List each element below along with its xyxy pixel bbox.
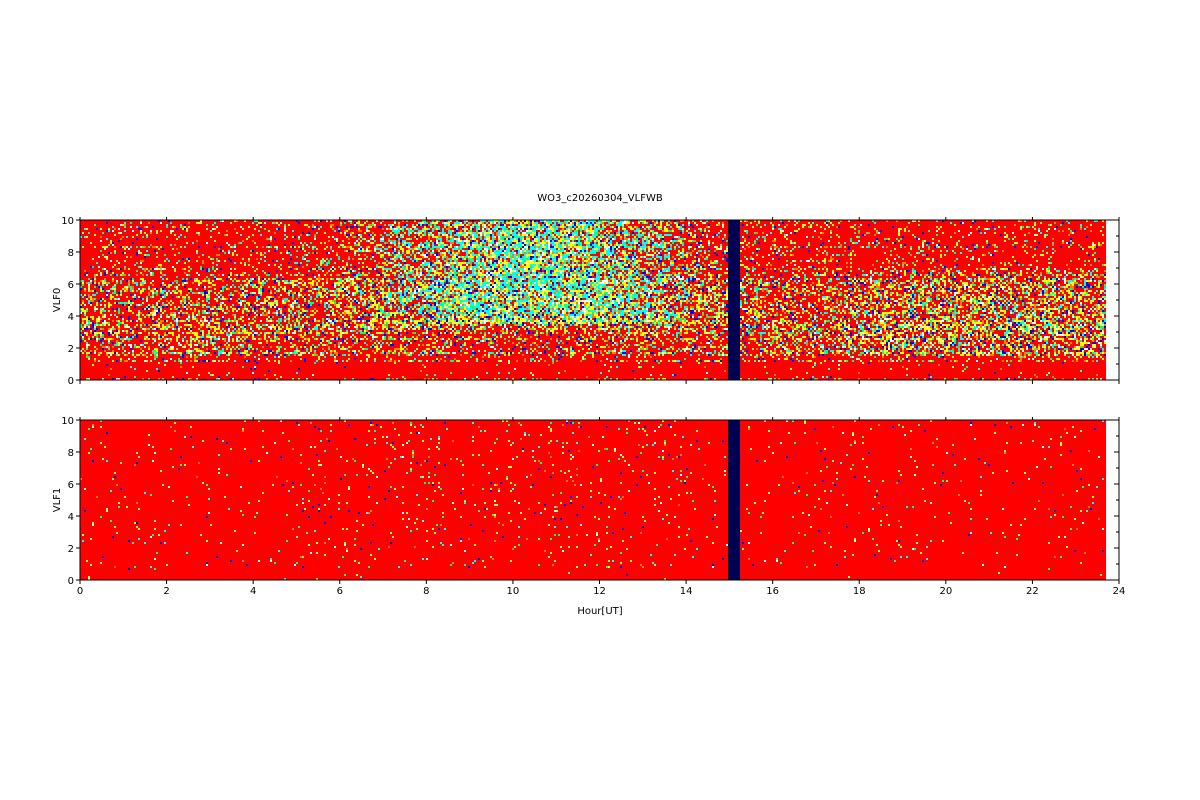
y-tick-label: 2 (68, 544, 74, 555)
x-tick-label: 20 (939, 586, 952, 597)
y-tick-label: 0 (68, 376, 74, 387)
vlf1-spectrogram (80, 420, 1120, 580)
x-tick-label: 0 (77, 586, 83, 597)
y-tick-label: 6 (68, 280, 74, 291)
chart-title: WO3_c20260304_VLFWB (537, 193, 663, 204)
x-axis-label: Hour[UT] (577, 606, 622, 617)
y-axis-label-vlf1: VLF1 (52, 488, 63, 513)
plot-frame (79, 219, 1120, 381)
x-tick-label: 10 (507, 586, 520, 597)
y-axis-label-vlf0: VLF0 (52, 288, 63, 313)
x-tick-label: 4 (250, 586, 256, 597)
plot-frame (79, 419, 1120, 581)
y-tick-label: 8 (68, 448, 74, 459)
x-tick-label: 8 (423, 586, 429, 597)
y-tick-label: 10 (61, 416, 74, 427)
y-tick-label: 2 (68, 344, 74, 355)
x-tick-label: 16 (766, 586, 779, 597)
x-tick-label: 2 (163, 586, 169, 597)
x-tick-label: 14 (680, 586, 693, 597)
y-tick-label: 0 (68, 576, 74, 587)
x-tick-label: 18 (853, 586, 866, 597)
x-tick-label: 6 (337, 586, 343, 597)
x-tick-label: 12 (593, 586, 606, 597)
y-tick-label: 4 (68, 512, 74, 523)
y-tick-label: 6 (68, 480, 74, 491)
y-tick-label: 10 (61, 216, 74, 227)
y-tick-label: 4 (68, 312, 74, 323)
vlf0-spectrogram (80, 220, 1120, 380)
y-tick-label: 8 (68, 248, 74, 259)
x-tick-label: 24 (1113, 586, 1126, 597)
x-tick-label: 22 (1026, 586, 1039, 597)
